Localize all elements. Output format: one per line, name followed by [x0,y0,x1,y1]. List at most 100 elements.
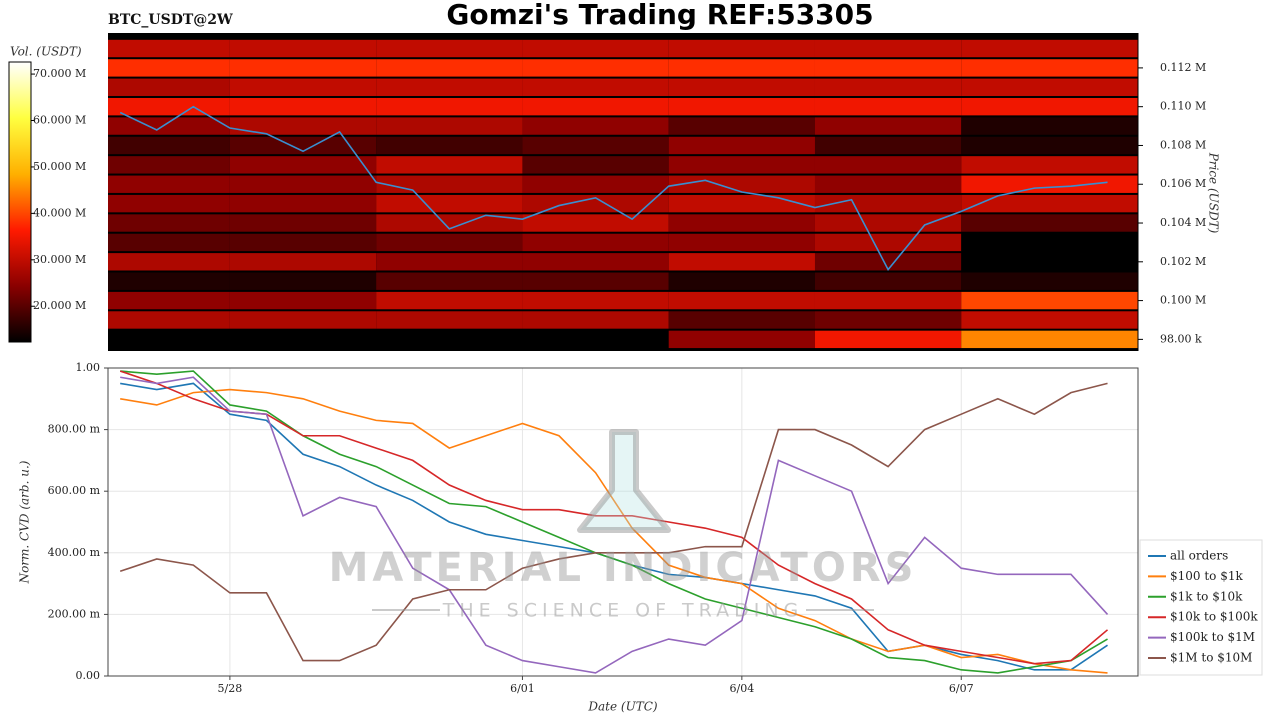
y-axis-label: Price (USDT) [1207,152,1221,234]
heatmap-cell [814,311,962,329]
legend [1139,539,1263,676]
heatmap-cell [522,194,669,213]
heatmap-cell [376,253,523,271]
heatmap-cell [376,97,523,116]
colorbar-tick-label: 60.000 M [33,114,86,127]
chart-subtitle: BTC_USDT@2W [108,12,233,28]
heatmap-cell [668,97,815,116]
x-tick-label: 6/01 [510,682,535,695]
heatmap-cell [108,117,230,135]
heatmap-cell [522,117,669,135]
heatmap-cell [961,97,1138,116]
y-tick-label: 0.106 M [1160,177,1206,190]
y-tick-label: 0.112 M [1160,61,1206,74]
page-title: Gomzi's Trading REF:53305 [446,0,873,31]
x-tick-label: 6/07 [949,682,974,695]
heatmap-cell [108,39,230,58]
heatmap-cell [376,175,523,193]
y-tick-label: 600.00 m [48,484,101,497]
heatmap-cell [961,175,1138,193]
heatmap-cell [376,156,523,174]
heatmap-cell [961,272,1138,290]
y-tick-label: 98.00 k [1160,332,1202,345]
heatmap-cell [229,136,377,155]
y-tick-label: 400.00 m [48,546,101,559]
heatmap-cell [376,117,523,135]
heatmap-cell [522,156,669,174]
colorbar-label: Vol. (USDT) [10,45,82,59]
heatmap-cell [108,59,230,77]
heatmap-cell [108,194,230,213]
heatmap-cell [668,194,815,213]
heatmap-cell [668,291,815,310]
legend-label: $1k to $10k [1170,589,1243,603]
cvd-line [120,388,1108,674]
heatmap-cell [668,136,815,155]
y-tick-label: 0.104 M [1160,216,1206,229]
heatmap-cell [229,78,377,96]
heatmap-cell [522,272,669,290]
heatmap-cell [522,78,669,96]
heatmap-cell [814,214,962,232]
heatmap-cell [814,78,962,96]
heatmap-cell [814,39,962,58]
watermark-icon [577,429,671,533]
heatmap-cell [668,330,815,349]
x-axis-label: Date (UTC) [587,700,657,714]
heatmap-cell [668,272,815,290]
heatmap-cell [961,194,1138,213]
heatmap-cell [108,78,230,96]
heatmap-cell [229,291,377,310]
watermark: MATERIAL INDICATORS THE SCIENCE OF TRADI… [329,429,918,622]
colorbar-tick-label: 50.000 M [33,160,86,173]
heatmap-cell [229,233,377,252]
heatmap-cell [814,117,962,135]
heatmap-cell [108,311,230,329]
heatmap-cell [668,117,815,135]
heatmap-cell [814,156,962,174]
watermark-tagline: THE SCIENCE OF TRADING [442,600,804,622]
heatmap-cell [668,214,815,232]
heatmap-cell [108,233,230,252]
heatmap-cell [522,233,669,252]
colorbar-tick-label: 40.000 M [33,206,86,219]
heatmap-cell [229,59,377,77]
heatmap-cell [961,291,1138,310]
heatmap-cell [229,39,377,58]
cvd-line [119,382,1108,662]
heatmap-cell [961,311,1138,329]
heatmap-cell [522,214,669,232]
heatmap-cell [961,39,1138,58]
heatmap-cell [376,39,523,58]
colorbar-tick-label: 70.000 M [33,67,86,80]
y-axis-label: Norm. CVD (arb. u.) [18,460,32,584]
plot-frame [107,367,1139,677]
heatmap-cell [961,330,1138,349]
cvd-line [119,370,1109,665]
heatmap-cell [668,156,815,174]
heatmap-cell [108,214,230,232]
heatmap-cell [376,272,523,290]
heatmap-cell [108,272,230,290]
heatmap-cell [961,214,1138,232]
x-tick-label: 5/28 [218,682,243,695]
heatmap-cell [522,253,669,271]
heatmap-cell [376,330,523,349]
watermark-brand: MATERIAL INDICATORS [329,545,918,591]
heatmap-cell [108,136,230,155]
y-tick-label: 0.108 M [1160,138,1206,151]
heatmap-cell [522,291,669,310]
y-tick-label: 0.100 M [1160,294,1206,307]
heatmap-cell [108,291,230,310]
heatmap-cell [522,59,669,77]
heatmap-cell [522,311,669,329]
heatmap-cell [108,97,230,116]
heatmap-cell [376,291,523,310]
heatmap-cell [961,233,1138,252]
colorbar-tick-label: 20.000 M [33,299,86,312]
heatmap-cell [522,175,669,193]
heatmap-cell [108,253,230,271]
heatmap-cell [229,117,377,135]
heatmap-cell [961,117,1138,135]
